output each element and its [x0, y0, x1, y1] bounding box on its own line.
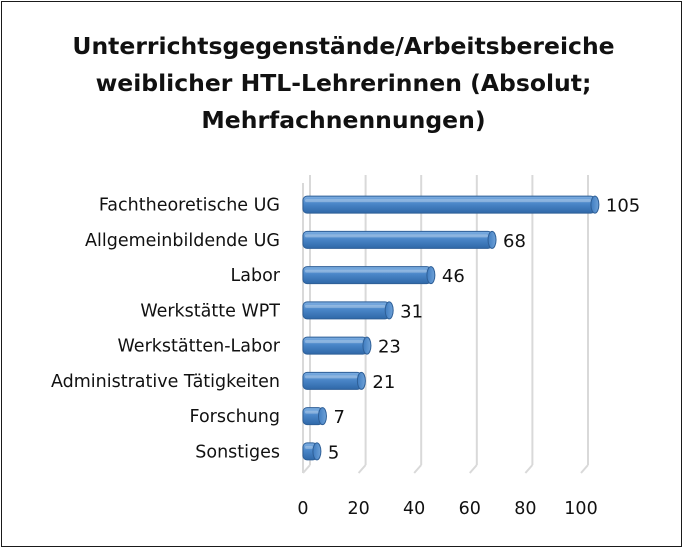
- bar-5: [302, 336, 368, 355]
- value-label: 105: [606, 196, 640, 217]
- bar-cap-1: [590, 195, 600, 214]
- gridline-floor-40: [413, 464, 422, 474]
- x-tick-label: 20: [347, 499, 369, 519]
- x-tick-label: 100: [564, 499, 597, 519]
- category-label: Fachtheoretische UG: [99, 196, 280, 216]
- bar-highlight-7: [305, 410, 319, 414]
- gridline-floor-20: [357, 464, 367, 474]
- bar-3: [302, 266, 432, 285]
- value-label: 46: [442, 266, 465, 287]
- value-label: 21: [372, 372, 395, 393]
- bar-cap-4: [384, 301, 394, 320]
- bar-6: [302, 371, 362, 390]
- bar-cap-7: [317, 407, 327, 426]
- chart-title-line-3: Mehrfachnennungen): [201, 106, 486, 134]
- chart-title: Unterrichtsgegenstände/Arbeitsbereiche w…: [22, 28, 665, 139]
- bar-highlight-8: [305, 445, 313, 449]
- x-tick-label: 80: [514, 499, 536, 519]
- category-label: Administrative Tätigkeiten: [51, 372, 280, 392]
- value-label: 5: [328, 442, 339, 463]
- x-tick-label: 60: [459, 499, 481, 519]
- category-label: Labor: [231, 266, 281, 286]
- chart-title-line-1: Unterrichtsgegenstände/Arbeitsbereiche: [72, 32, 615, 60]
- category-label: Forschung: [190, 407, 280, 427]
- bar-highlight-1: [305, 199, 591, 203]
- chart-title-line-2: weiblicher HTL-Lehrerinnen (Absolut;: [95, 69, 592, 97]
- category-label: Werkstätte WPT: [140, 301, 280, 321]
- gridline-floor-100: [580, 464, 589, 474]
- bar-highlight-4: [305, 304, 386, 308]
- bar-cap-8: [312, 442, 322, 461]
- bar-highlight-6: [305, 375, 358, 379]
- bar-1: [302, 195, 596, 214]
- x-tick-label: 0: [297, 499, 308, 519]
- bar-4: [302, 301, 390, 320]
- bar-cap-2: [487, 230, 497, 249]
- gridline-floor-0: [302, 464, 311, 474]
- bar-highlight-5: [305, 340, 363, 344]
- value-label: 7: [333, 407, 344, 428]
- value-label: 23: [378, 337, 401, 358]
- value-label: 31: [400, 301, 423, 322]
- bar-cap-3: [426, 266, 436, 285]
- bar-cap-5: [362, 336, 372, 355]
- category-label: Sonstiges: [195, 442, 280, 462]
- gridline-floor-60: [469, 464, 478, 474]
- category-label: Werkstätten-Labor: [118, 337, 281, 357]
- bar-2: [302, 230, 493, 249]
- value-label: 68: [503, 231, 526, 252]
- x-tick-label: 40: [403, 499, 425, 519]
- bar-cap-6: [356, 371, 366, 390]
- bar-highlight-3: [305, 269, 427, 273]
- category-label: Allgemeinbildende UG: [85, 231, 280, 251]
- bar-highlight-2: [305, 234, 489, 238]
- gridline-floor-80: [524, 464, 534, 474]
